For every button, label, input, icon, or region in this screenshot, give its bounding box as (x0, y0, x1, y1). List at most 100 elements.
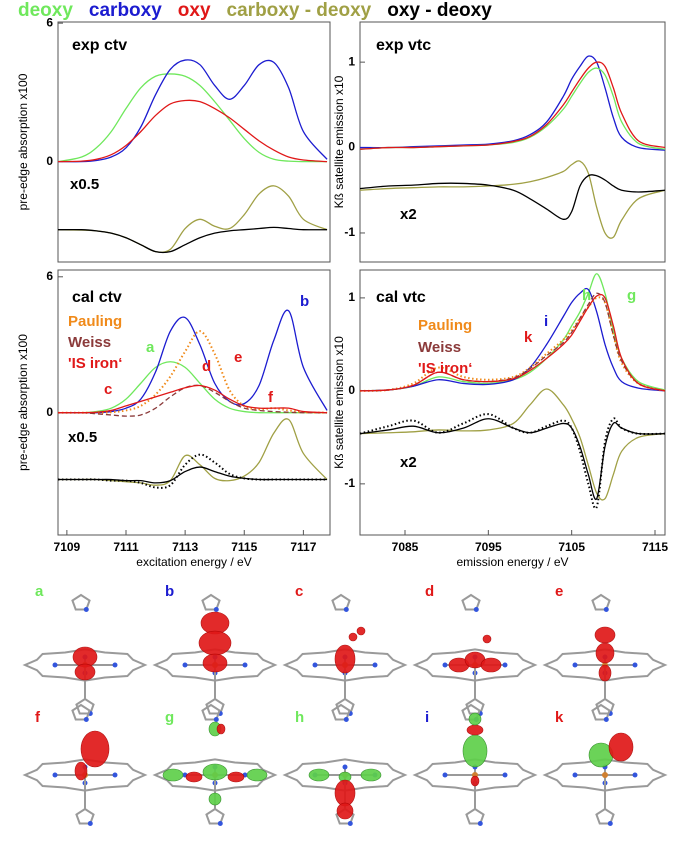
imidazole (591, 703, 611, 721)
x-tick-label: 7115 (231, 540, 257, 554)
series-line (359, 296, 666, 392)
plot-frame (359, 21, 666, 263)
series-line (359, 174, 666, 220)
orbital-picture (282, 593, 408, 716)
panel-title: cal vtc (376, 289, 426, 306)
y-tick-label: 6 (46, 15, 53, 29)
orbital-lobe (208, 792, 222, 806)
annotation: g (627, 287, 636, 304)
x-tick-label: 7113 (172, 540, 198, 554)
orbital-label: b (165, 583, 174, 600)
imidazole (595, 807, 615, 825)
series-line (58, 466, 328, 484)
y-tick-label: -1 (344, 225, 355, 239)
orbital-label: h (295, 709, 304, 726)
orbital-lobe (185, 771, 203, 783)
series-line (57, 73, 328, 163)
nitrogen (182, 662, 188, 668)
orbital-lobe (308, 768, 330, 782)
imidazole (75, 807, 95, 825)
orbital-lobe (348, 632, 358, 642)
nitrogen (347, 820, 353, 826)
imidazole (205, 807, 225, 825)
series-label: 'IS iron‘ (68, 355, 122, 372)
series-label: Pauling (68, 313, 122, 330)
imidazole (465, 807, 485, 825)
porphyrin (152, 648, 278, 682)
orbital-lobe (598, 664, 612, 682)
y-tick-label: 0 (348, 383, 355, 397)
annotation: x0.5 (70, 176, 99, 193)
y-axis-label: pre-edge absorption x100 (16, 73, 30, 210)
x-axis-label: excitation energy / eV (136, 555, 251, 569)
nitrogen (112, 662, 118, 668)
y-tick-label: 6 (46, 269, 53, 283)
imidazole (71, 703, 91, 721)
porphyrin (152, 758, 278, 792)
series-line (58, 418, 328, 486)
x-tick-label: 7115 (642, 540, 668, 554)
orbital-label: i (425, 709, 429, 726)
orbital-lobe (482, 634, 492, 644)
nitrogen (242, 662, 248, 668)
orbital-lobe (227, 771, 245, 783)
iron (602, 772, 608, 778)
orbital-lobe (468, 712, 482, 726)
series-line (57, 99, 328, 163)
nitrogen (502, 662, 508, 668)
imidazole (591, 593, 611, 611)
nitrogen (342, 764, 348, 770)
x-tick-label: 7109 (54, 540, 81, 554)
series-line (359, 418, 666, 501)
series-label: Weiss (68, 334, 111, 351)
panel-title: exp vtc (376, 37, 431, 54)
orbital-picture (542, 593, 668, 716)
nitrogen (632, 772, 638, 778)
y-axis-label: pre-edge absorption x100 (16, 334, 30, 471)
orbital-label: d (425, 583, 434, 600)
y-axis-label: Kß satellite emission x10 (332, 336, 346, 469)
orbital-label: g (165, 709, 174, 726)
annotation: b (300, 293, 309, 310)
orbital-label: f (35, 709, 41, 726)
porphyrin (412, 648, 538, 682)
nitrogen (442, 662, 448, 668)
series-label: 'IS iron‘ (418, 360, 472, 377)
porphyrin (542, 758, 668, 792)
orbital-picture (412, 703, 538, 826)
nitrogen (343, 716, 349, 722)
series-line (57, 361, 328, 414)
x-tick-label: 7085 (392, 540, 419, 554)
nitrogen (213, 716, 219, 722)
nitrogen (52, 772, 58, 778)
nitrogen (572, 772, 578, 778)
nitrogen (442, 772, 448, 778)
orbital-lobe (360, 768, 382, 782)
series-line (57, 384, 328, 417)
series-line (57, 59, 328, 163)
imidazole (331, 703, 351, 721)
imidazole (201, 703, 221, 721)
orbital-lobe (334, 779, 356, 807)
annotation: h (582, 287, 591, 304)
porphyrin (282, 648, 408, 682)
series-label: Pauling (418, 317, 472, 334)
porphyrin (542, 648, 668, 682)
orbital-lobe (608, 732, 634, 762)
imidazole (205, 697, 225, 715)
nitrogen (603, 606, 609, 612)
plot-frame (57, 21, 331, 263)
annotation: x2 (400, 454, 417, 471)
series-line (359, 55, 666, 151)
orbital-lobe (470, 775, 480, 787)
orbital-lobe (462, 734, 488, 768)
nitrogen (603, 716, 609, 722)
y-tick-label: 0 (46, 405, 53, 419)
orbital-lobe (480, 657, 502, 673)
porphyrin (412, 758, 538, 792)
orbital-picture (22, 703, 148, 826)
nitrogen (473, 606, 479, 612)
nitrogen (112, 772, 118, 778)
plot-frame (57, 269, 331, 536)
